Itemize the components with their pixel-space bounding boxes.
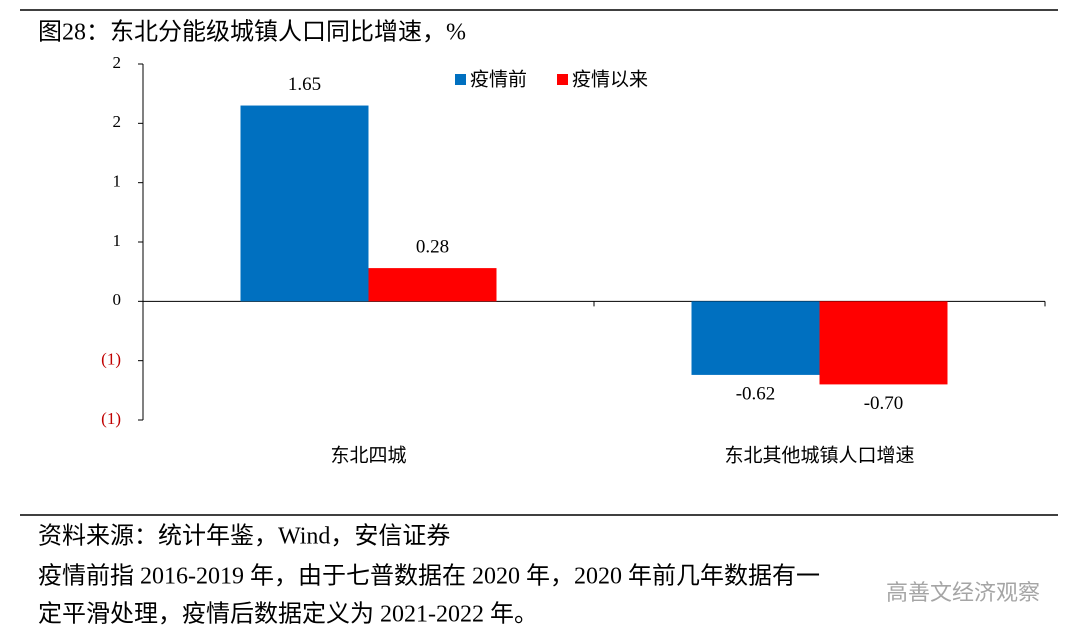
bar — [240, 105, 369, 302]
bar — [691, 301, 820, 375]
bar — [819, 301, 948, 385]
watermark: 高善文经济观察 — [886, 581, 1040, 606]
value-label: 0.28 — [416, 236, 449, 257]
x-tick-label: 东北其他城镇人口增速 — [724, 445, 914, 467]
legend-label: 疫情以来 — [572, 69, 648, 91]
value-label: 1.65 — [288, 74, 321, 95]
y-tick-label: 0 — [113, 290, 122, 309]
y-tick-label: 1 — [113, 231, 122, 250]
y-tick-label: 1 — [113, 172, 122, 191]
note-line: 定平滑处理，疫情后数据定义为 2021-2022 年。 — [38, 601, 538, 628]
bar — [368, 268, 497, 302]
source: 资料来源：统计年鉴，Wind，安信证券 — [38, 523, 450, 550]
value-label: -0.70 — [864, 393, 904, 414]
y-tick-label: (1) — [101, 409, 121, 428]
note-line: 疫情前指 2016-2019 年，由于七普数据在 2020 年，2020 年前几… — [38, 563, 820, 590]
legend-label: 疫情前 — [470, 69, 527, 91]
y-tick-label: 2 — [113, 112, 122, 131]
x-tick-label: 东北四城 — [330, 445, 406, 467]
legend-swatch — [557, 74, 568, 85]
y-tick-label: 2 — [113, 53, 122, 72]
legend-swatch — [455, 74, 466, 85]
value-label: -0.62 — [736, 383, 776, 404]
chart-title: 图28：东北分能级城镇人口同比增速，% — [38, 19, 466, 46]
y-tick-label: (1) — [101, 350, 121, 369]
